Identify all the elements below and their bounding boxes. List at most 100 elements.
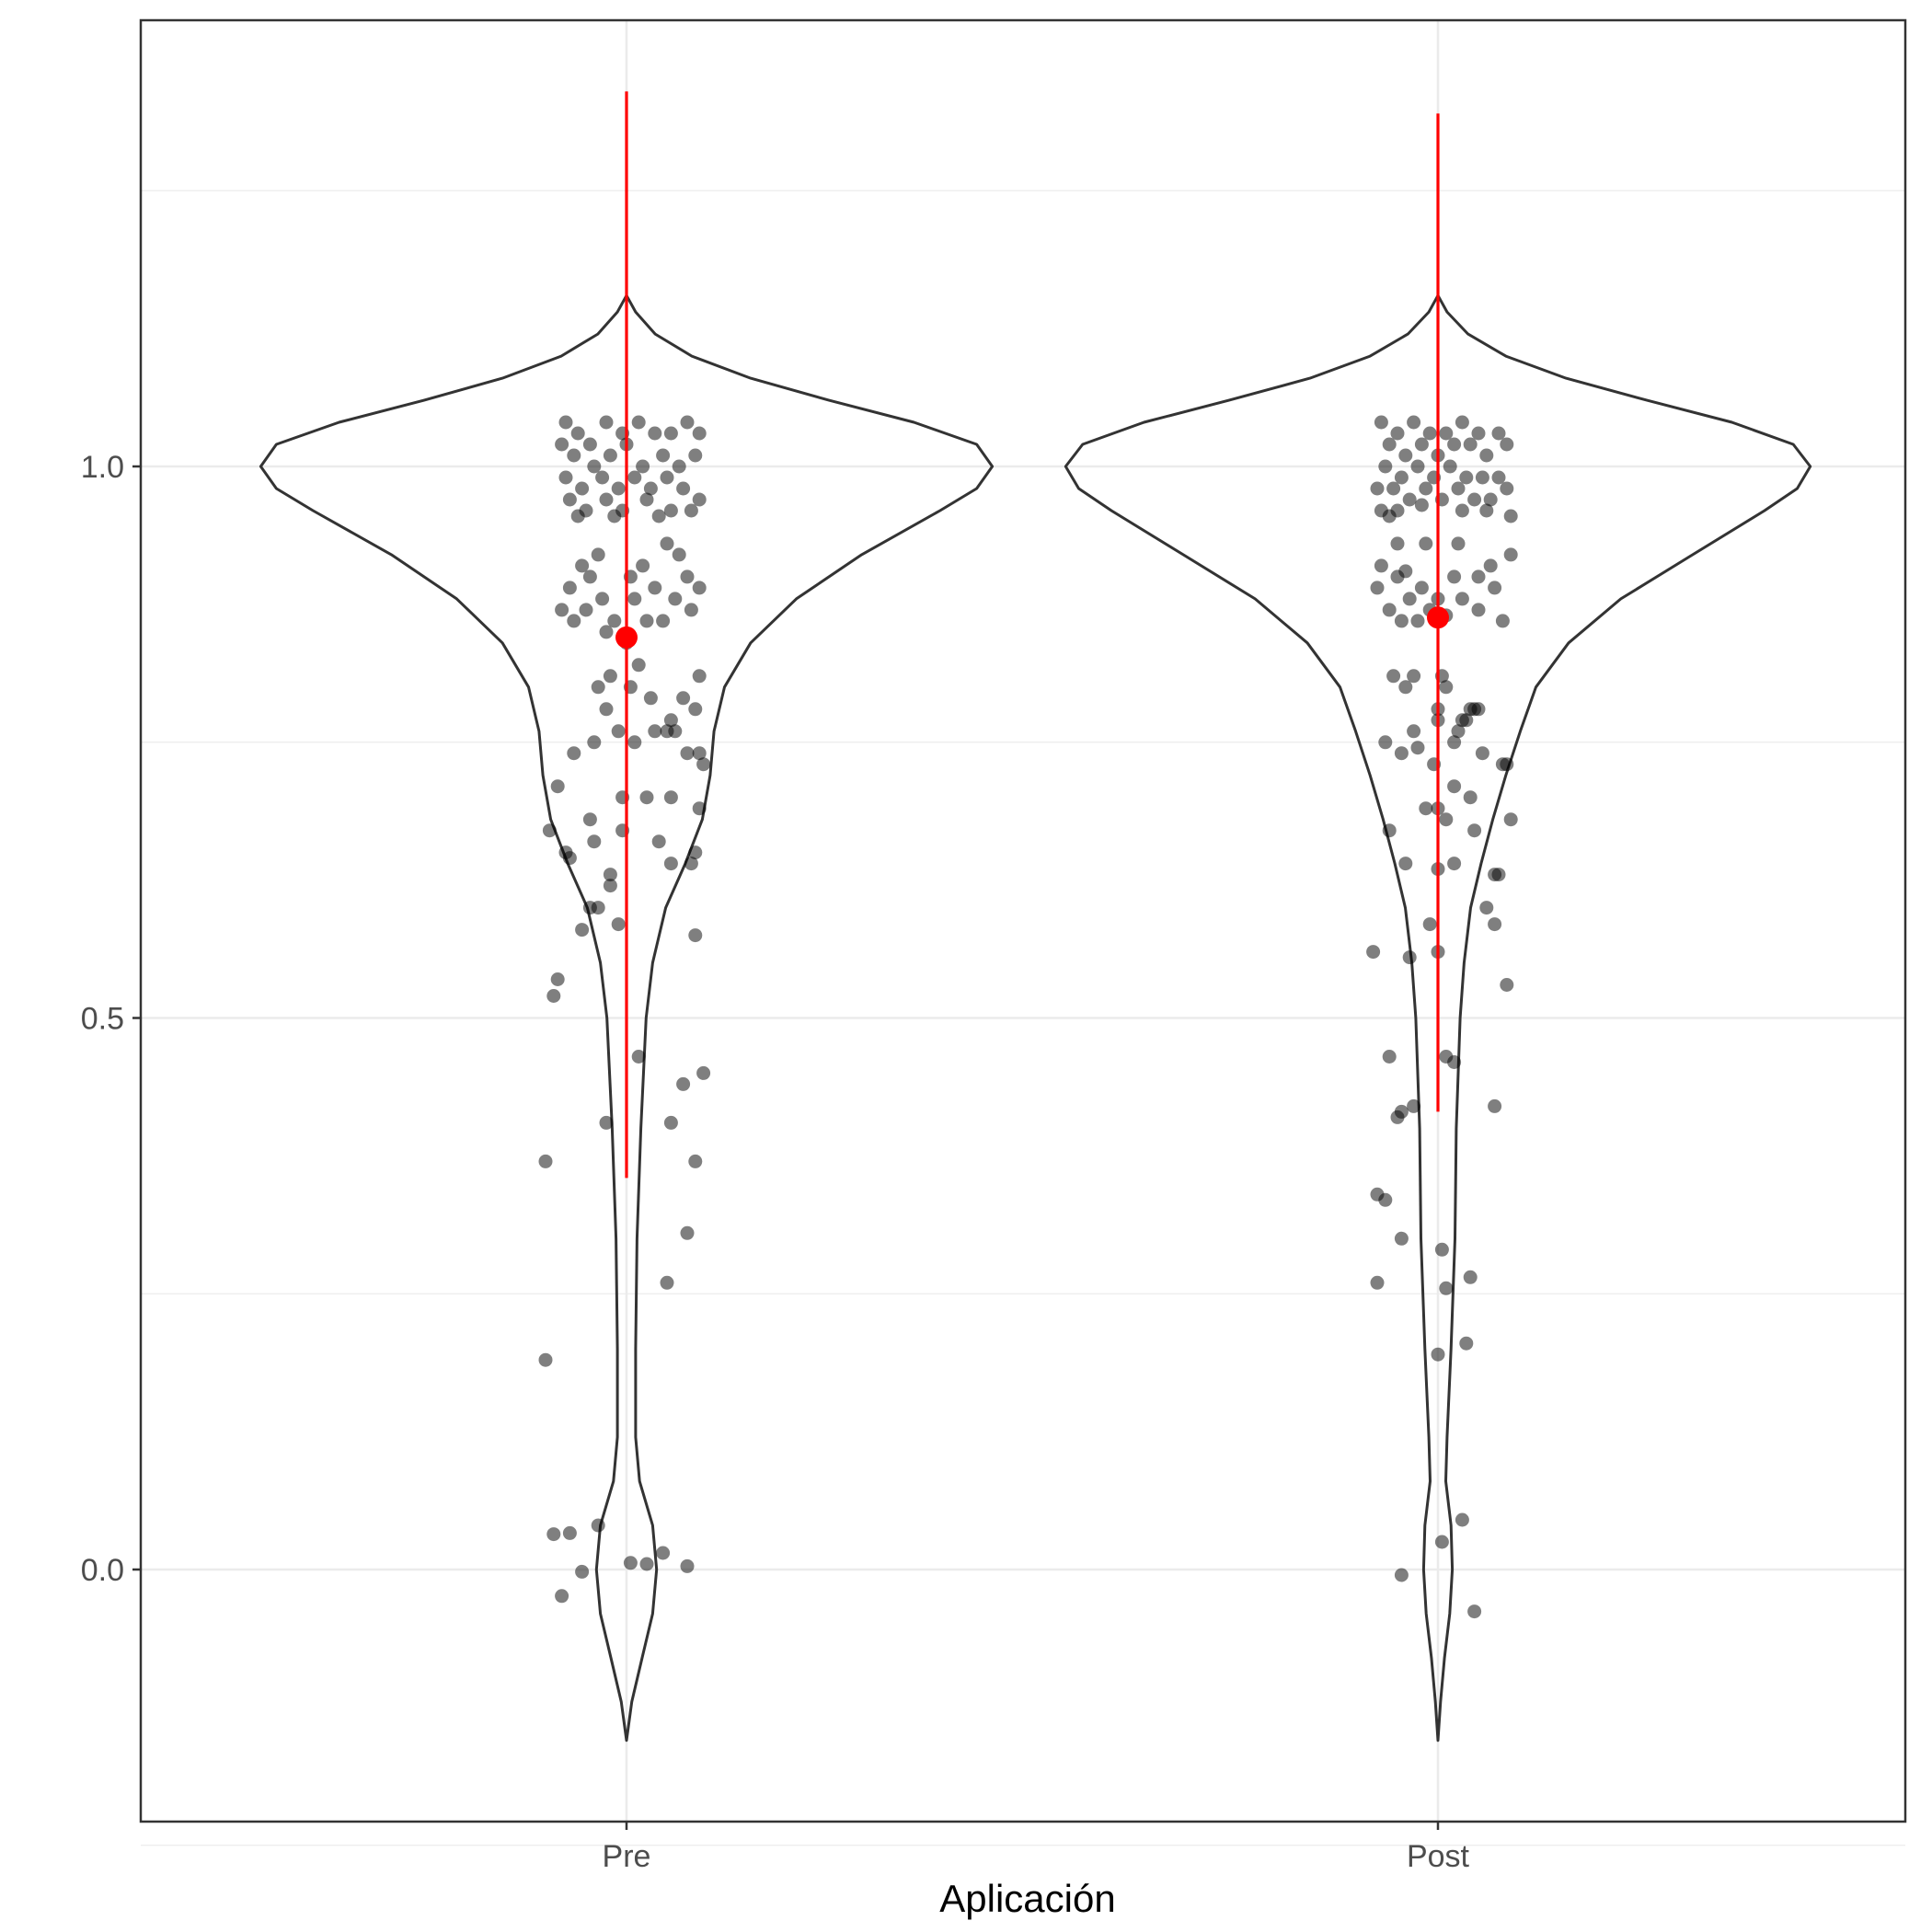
data-point-pre [639, 790, 654, 805]
data-point-post [1398, 680, 1413, 695]
data-point-pre [656, 1546, 671, 1560]
data-point-pre [623, 1556, 638, 1570]
data-point-post [1475, 470, 1489, 485]
data-point-pre [562, 1525, 577, 1540]
data-point-post [1447, 857, 1462, 871]
data-point-post [1407, 415, 1421, 430]
data-point-post [1394, 614, 1409, 628]
data-point-pre [582, 437, 597, 452]
data-point-pre [672, 459, 686, 474]
data-point-pre [643, 691, 658, 706]
data-point-post [1439, 812, 1454, 827]
data-point-pre [692, 801, 707, 816]
data-point-post [1455, 415, 1469, 430]
data-point-post [1407, 724, 1421, 739]
data-point-post [1459, 713, 1474, 728]
data-point-pre [599, 625, 614, 639]
data-point-post [1378, 735, 1393, 750]
data-point-pre [688, 702, 703, 717]
data-point-post [1451, 536, 1466, 551]
data-point-post [1386, 669, 1401, 684]
data-point-pre [688, 845, 703, 860]
data-point-post [1447, 1055, 1462, 1069]
data-point-pre [611, 481, 626, 496]
data-point-pre [599, 702, 614, 717]
data-point-pre [692, 426, 707, 441]
data-point-pre [558, 470, 573, 485]
data-point-post [1414, 498, 1429, 512]
data-point-pre [692, 581, 707, 595]
data-point-post [1491, 470, 1506, 485]
y-tick-label: 0.0 [81, 1553, 124, 1588]
data-point-post [1439, 1281, 1454, 1295]
data-point-pre [651, 834, 666, 849]
data-point-post [1455, 503, 1469, 518]
data-point-post [1434, 1242, 1449, 1257]
data-point-post [1443, 459, 1457, 474]
data-point-post [1447, 735, 1462, 750]
data-point-post [1491, 426, 1506, 441]
data-point-pre [575, 1564, 590, 1579]
data-point-pre [591, 901, 605, 915]
axis-layer: 0.0 0.5 1.0 Pre Post [81, 450, 1470, 1874]
data-point-pre [607, 509, 622, 523]
data-point-pre [676, 1076, 691, 1091]
data-point-pre [627, 592, 642, 606]
data-point-post [1414, 437, 1429, 452]
data-point-pre [575, 923, 590, 937]
data-point-pre [546, 1527, 561, 1542]
data-point-pre [555, 1589, 569, 1604]
data-point-post [1500, 481, 1514, 496]
x-tick-label: Post [1407, 1839, 1470, 1874]
data-point-pre [656, 448, 671, 463]
data-point-pre [688, 1154, 703, 1168]
data-point-pre [555, 437, 569, 452]
data-point-pre [660, 536, 674, 551]
data-point-post [1407, 669, 1421, 684]
data-point-pre [676, 691, 691, 706]
data-point-post [1471, 569, 1486, 584]
data-point-post [1463, 790, 1478, 805]
data-point-pre [591, 1518, 605, 1533]
data-point-post [1447, 437, 1462, 452]
data-point-post [1467, 1604, 1482, 1619]
data-point-pre [631, 415, 646, 430]
data-point-pre [611, 917, 626, 932]
data-point-post [1459, 470, 1474, 485]
data-point-post [1463, 437, 1478, 452]
data-point-post [1402, 950, 1417, 965]
data-point-post [1467, 823, 1482, 838]
data-point-pre [656, 614, 671, 628]
data-point-pre [567, 614, 581, 628]
data-point-pre [684, 503, 698, 518]
data-point-post [1500, 437, 1514, 452]
data-point-pre [639, 614, 654, 628]
data-point-pre [538, 1352, 553, 1367]
data-point-pre [663, 857, 678, 871]
data-point-post [1419, 481, 1433, 496]
data-point-post [1479, 448, 1494, 463]
data-point-pre [562, 581, 577, 595]
panel-border [139, 18, 1907, 1823]
data-point-post [1422, 426, 1437, 441]
data-point-post [1503, 812, 1518, 827]
data-point-pre [663, 503, 678, 518]
data-point-pre [680, 1225, 695, 1240]
data-point-pre [639, 492, 654, 507]
data-point-pre [591, 547, 605, 562]
data-point-pre [611, 724, 626, 739]
data-point-pre [680, 569, 695, 584]
data-point-pre [607, 614, 622, 628]
data-point-pre [587, 834, 602, 849]
data-point-pre [651, 509, 666, 523]
data-point-post [1394, 1231, 1409, 1246]
data-point-post [1370, 481, 1385, 496]
data-point-pre [538, 1154, 553, 1168]
data-point-pre [672, 547, 686, 562]
data-point-post [1479, 901, 1494, 915]
data-point-pre [663, 790, 678, 805]
data-point-post [1382, 603, 1397, 617]
data-point-post [1398, 857, 1413, 871]
